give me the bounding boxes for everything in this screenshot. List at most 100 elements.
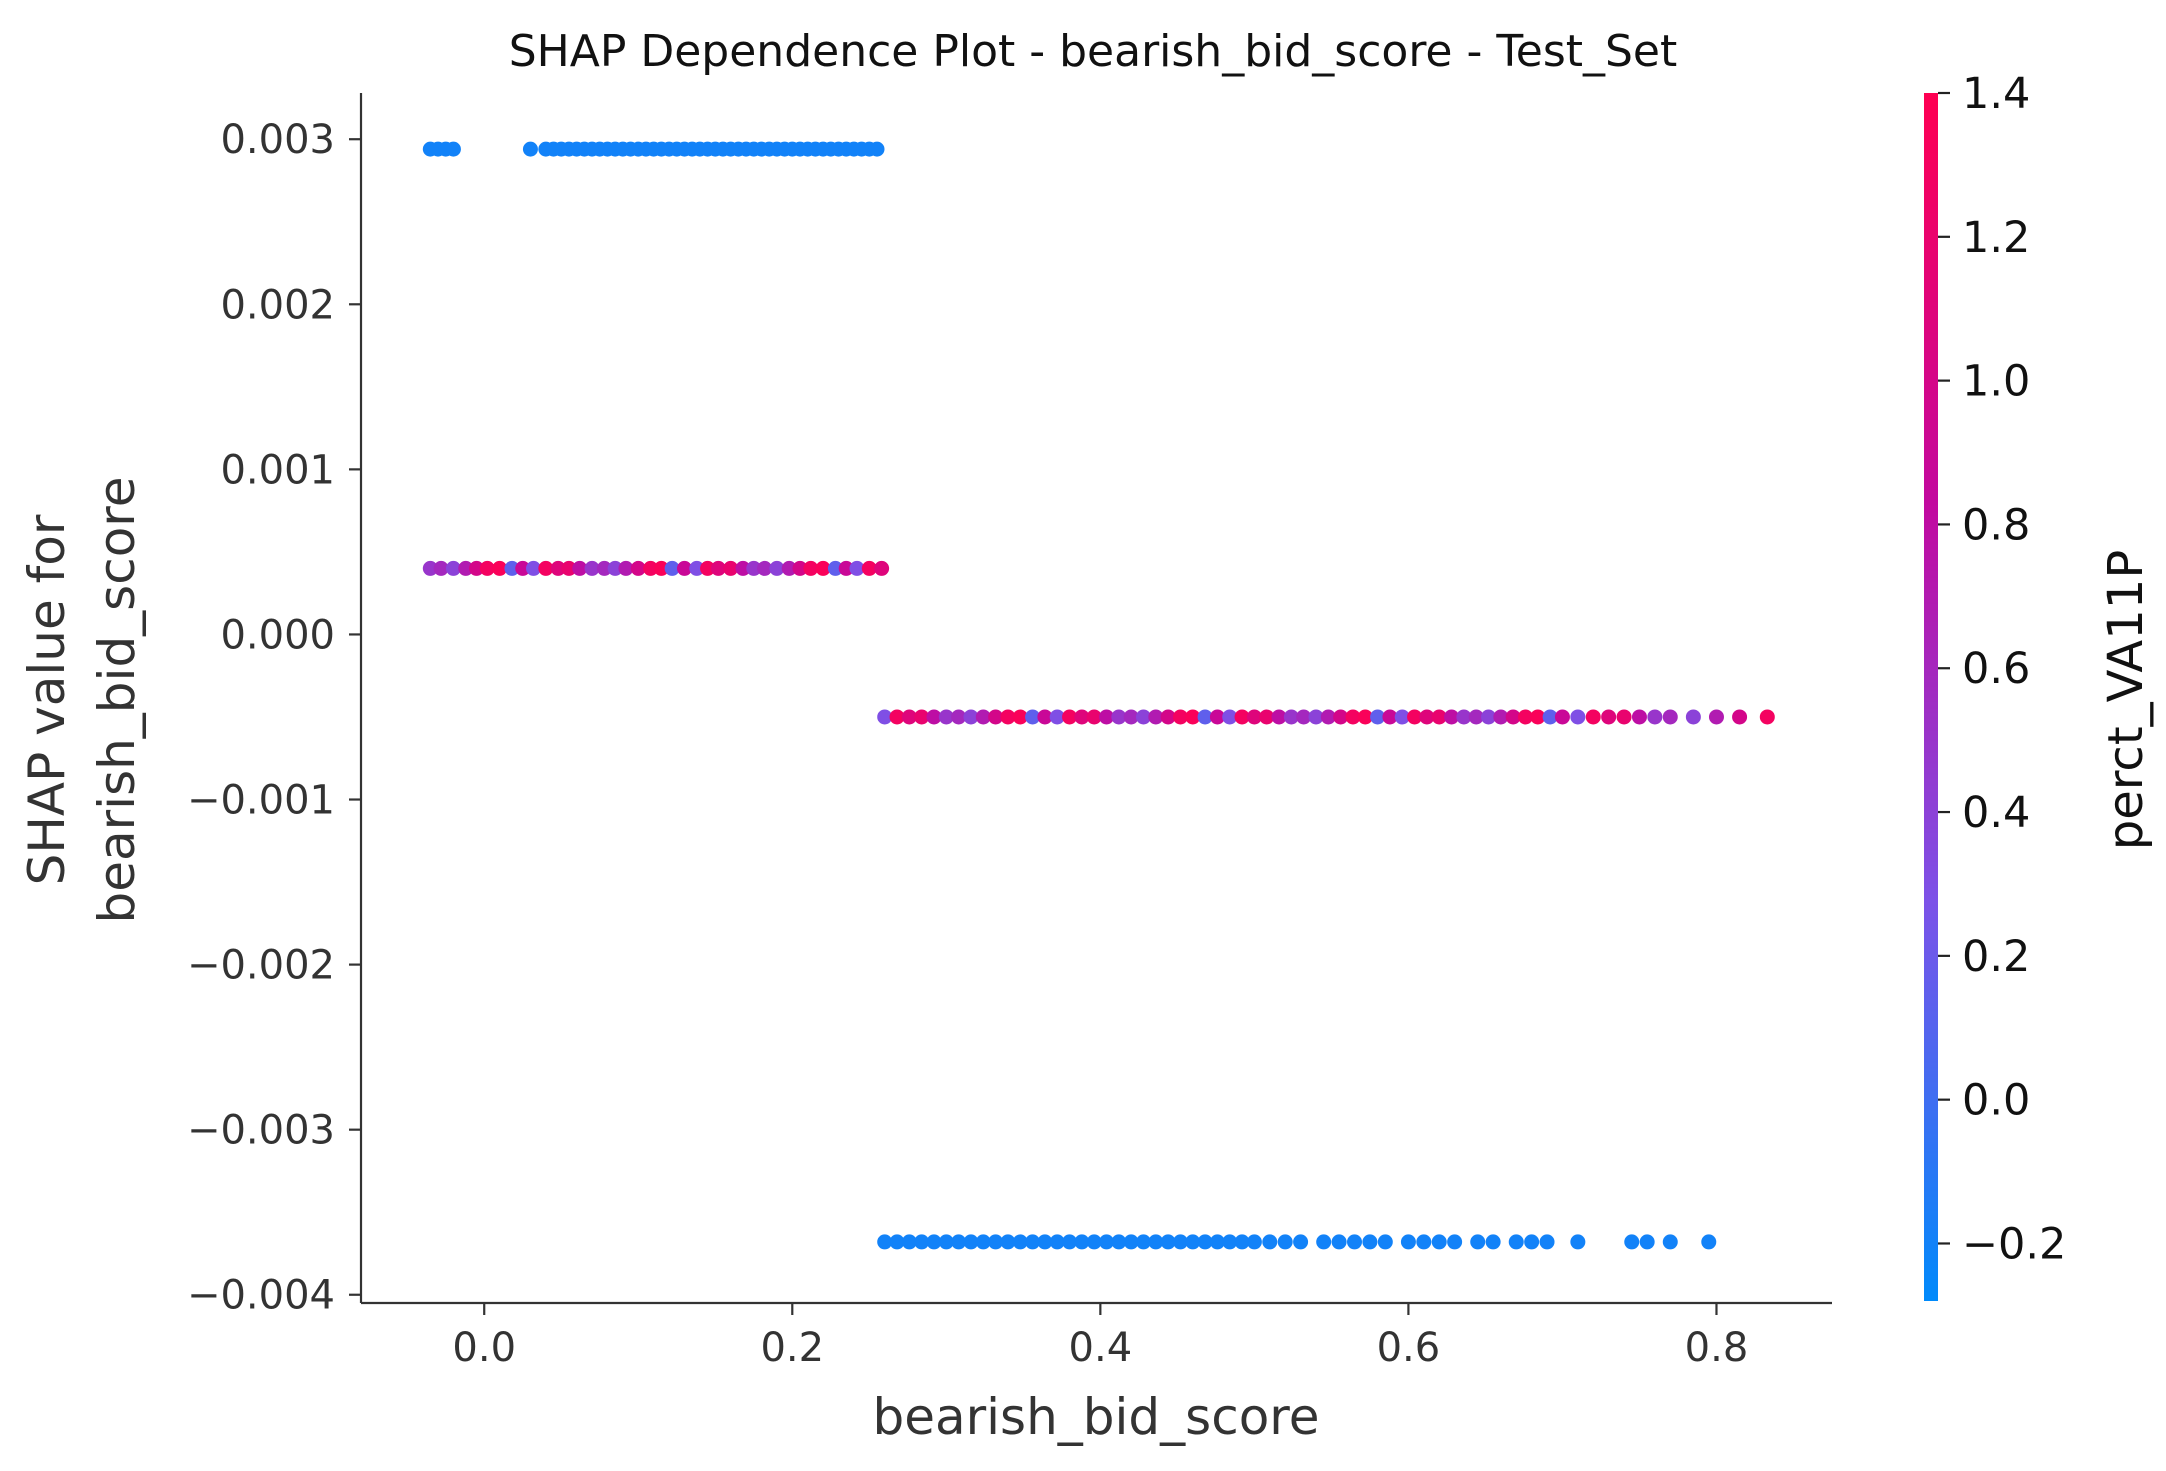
scatter-point <box>1037 1234 1053 1250</box>
x-tick-label: 0.8 <box>1685 1325 1749 1371</box>
y-tick-label: 0.003 <box>220 117 335 163</box>
scatter-point <box>1481 709 1497 725</box>
scatter-point <box>901 1234 917 1250</box>
scatter-point <box>1197 709 1213 725</box>
x-ticks: 0.0 0.2 0.4 0.6 0.8 <box>452 1303 1748 1371</box>
scatter-point <box>1234 709 1250 725</box>
scatter-point <box>735 560 751 576</box>
colorbar-tick-label: 0.2 <box>1962 932 2030 982</box>
scatter-point <box>757 560 773 576</box>
scatter-point <box>938 1234 954 1250</box>
scatter-point <box>1701 1234 1717 1250</box>
scatter-point <box>515 560 531 576</box>
scatter-point <box>1086 1234 1102 1250</box>
scatter-point <box>963 1234 979 1250</box>
scatter-point <box>1524 1234 1540 1250</box>
scatter-point <box>1185 709 1201 725</box>
scatter-point <box>815 560 831 576</box>
scatter-point <box>1037 709 1053 725</box>
scatter-point <box>1000 709 1016 725</box>
colorbar-tick-label: 1.0 <box>1962 357 2030 407</box>
scatter-point <box>1400 1234 1416 1250</box>
scatter-point <box>538 560 554 576</box>
scatter-point <box>1601 709 1617 725</box>
scatter-point <box>1493 709 1509 725</box>
colorbar-ticks: 1.4 1.2 1.0 0.8 0.6 0.4 0.2 0.0 −0.2 <box>1938 69 2066 1269</box>
scatter-point <box>1293 1234 1309 1250</box>
scatter-point <box>1447 1234 1463 1250</box>
scatter-point <box>561 560 577 576</box>
scatter-point <box>504 560 520 576</box>
scatter-point <box>1624 1234 1640 1250</box>
scatter-point <box>1470 1234 1486 1250</box>
scatter-point <box>901 709 917 725</box>
scatter-point <box>1111 1234 1127 1250</box>
scatter-point <box>1222 1234 1238 1250</box>
scatter-point <box>643 560 659 576</box>
x-tick-label: 0.6 <box>1377 1325 1441 1371</box>
scatter-point <box>1062 1234 1078 1250</box>
scatter-point <box>988 1234 1004 1250</box>
scatter-point <box>1585 709 1601 725</box>
scatter-point <box>1062 709 1078 725</box>
x-tick-label: 0.4 <box>1069 1325 1133 1371</box>
y-axis-label-line2: bearish_bid_score <box>88 476 146 923</box>
scatter-point <box>1357 709 1373 725</box>
scatter-point <box>689 560 705 576</box>
scatter-point <box>869 141 885 157</box>
scatter-point <box>1160 1234 1176 1250</box>
x-tick-label: 0.0 <box>452 1325 516 1371</box>
scatter-point <box>1331 1234 1347 1250</box>
colorbar-tick-label: 1.4 <box>1962 69 2030 119</box>
scatter-point <box>827 560 843 576</box>
scatter-point <box>1320 709 1336 725</box>
y-tick-label: −0.002 <box>187 943 335 989</box>
x-axis-label: bearish_bid_score <box>872 1388 1319 1446</box>
scatter-point <box>1708 709 1724 725</box>
scatter-point <box>1049 709 1065 725</box>
scatter-point <box>951 709 967 725</box>
scatter-point <box>1647 709 1663 725</box>
scatter-point <box>1444 709 1460 725</box>
scatter-point <box>1148 709 1164 725</box>
x-tick-label: 0.2 <box>760 1325 824 1371</box>
scatter-point <box>492 560 508 576</box>
scatter-point <box>1074 709 1090 725</box>
scatter-point <box>664 560 680 576</box>
scatter-point <box>877 1234 893 1250</box>
scatter-point <box>1570 1234 1586 1250</box>
scatter-point <box>1086 709 1102 725</box>
scatter-point <box>1394 709 1410 725</box>
scatter-point <box>951 1234 967 1250</box>
scatter-point <box>1123 1234 1139 1250</box>
scatter-point <box>1160 709 1176 725</box>
scatter-point <box>1172 1234 1188 1250</box>
colorbar-tick-label: 0.0 <box>1962 1076 2030 1126</box>
scatter-point <box>618 560 634 576</box>
scatter-point <box>1049 1234 1065 1250</box>
scatter-point <box>803 560 819 576</box>
scatter-point <box>1517 709 1533 725</box>
scatter-point <box>781 560 797 576</box>
y-tick-label: −0.004 <box>187 1273 335 1319</box>
scatter-point <box>1539 1234 1555 1250</box>
scatter-point <box>746 560 762 576</box>
y-tick-label: −0.001 <box>187 778 335 824</box>
scatter-point <box>963 709 979 725</box>
scatter-point <box>1347 1234 1363 1250</box>
scatter-point <box>926 709 942 725</box>
scatter-point <box>1616 709 1632 725</box>
scatter-point <box>723 560 739 576</box>
scatter-point <box>1209 709 1225 725</box>
scatter-point <box>1197 1234 1213 1250</box>
scatter-point <box>889 709 905 725</box>
scatter-point <box>1685 709 1701 725</box>
scatter-point <box>1468 709 1484 725</box>
scatter-point <box>1407 709 1423 725</box>
y-tick-label: 0.001 <box>220 447 335 493</box>
scatter-point <box>1296 709 1312 725</box>
scatter-point <box>630 560 646 576</box>
scatter-point <box>874 560 890 576</box>
scatter-point <box>1362 1234 1378 1250</box>
scatter-point <box>710 560 726 576</box>
